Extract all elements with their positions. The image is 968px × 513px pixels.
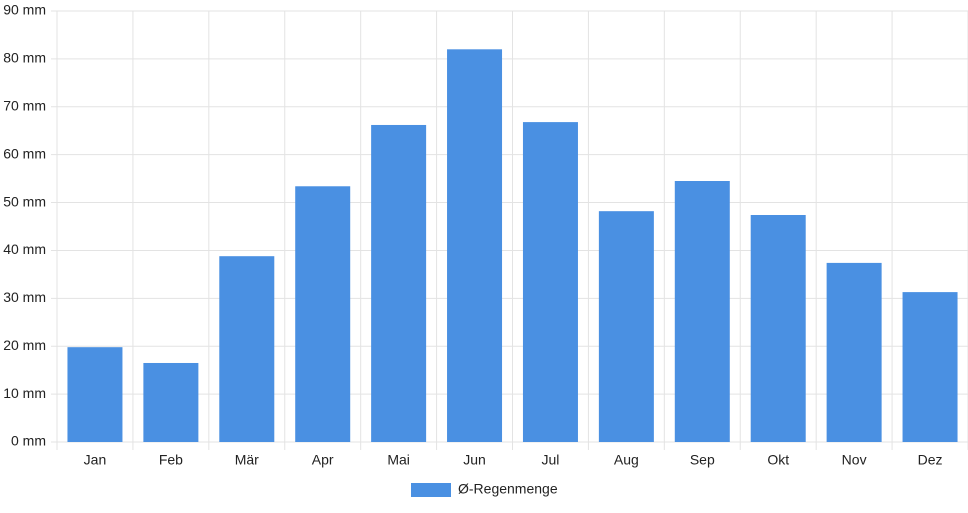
x-tick-label: Okt [767,452,789,468]
x-tick-label: Mai [387,452,410,468]
y-tick-label: 50 mm [3,193,46,209]
y-tick-label: 10 mm [3,385,46,401]
bar [522,122,578,442]
y-tick-label: 40 mm [3,241,46,257]
legend-swatch [411,483,451,497]
bar [447,49,503,443]
bar [674,181,730,442]
x-tick-label: Aug [614,452,639,468]
bar [143,362,199,442]
legend-label: Ø-Regenmenge [458,481,558,497]
x-tick-label: Sep [690,452,715,468]
y-tick-label: 60 mm [3,145,46,161]
y-tick-label: 20 mm [3,337,46,353]
y-tick-label: 80 mm [3,50,46,66]
x-tick-label: Feb [159,452,183,468]
bar [902,292,958,442]
y-tick-label: 30 mm [3,289,46,305]
y-tick-label: 0 mm [11,433,46,449]
bar [67,347,123,442]
bar [750,215,806,442]
bar [598,211,654,442]
x-tick-label: Dez [918,452,943,468]
x-tick-label: Jul [542,452,560,468]
y-tick-label: 70 mm [3,97,46,113]
x-tick-label: Mär [235,452,259,468]
bar [219,256,275,442]
bar [295,186,351,442]
y-tick-label: 90 mm [3,2,46,18]
bar [826,262,882,442]
x-tick-label: Apr [312,452,334,468]
bar [371,124,427,442]
x-tick-label: Nov [842,452,867,468]
x-tick-label: Jun [463,452,486,468]
x-tick-label: Jan [84,452,107,468]
